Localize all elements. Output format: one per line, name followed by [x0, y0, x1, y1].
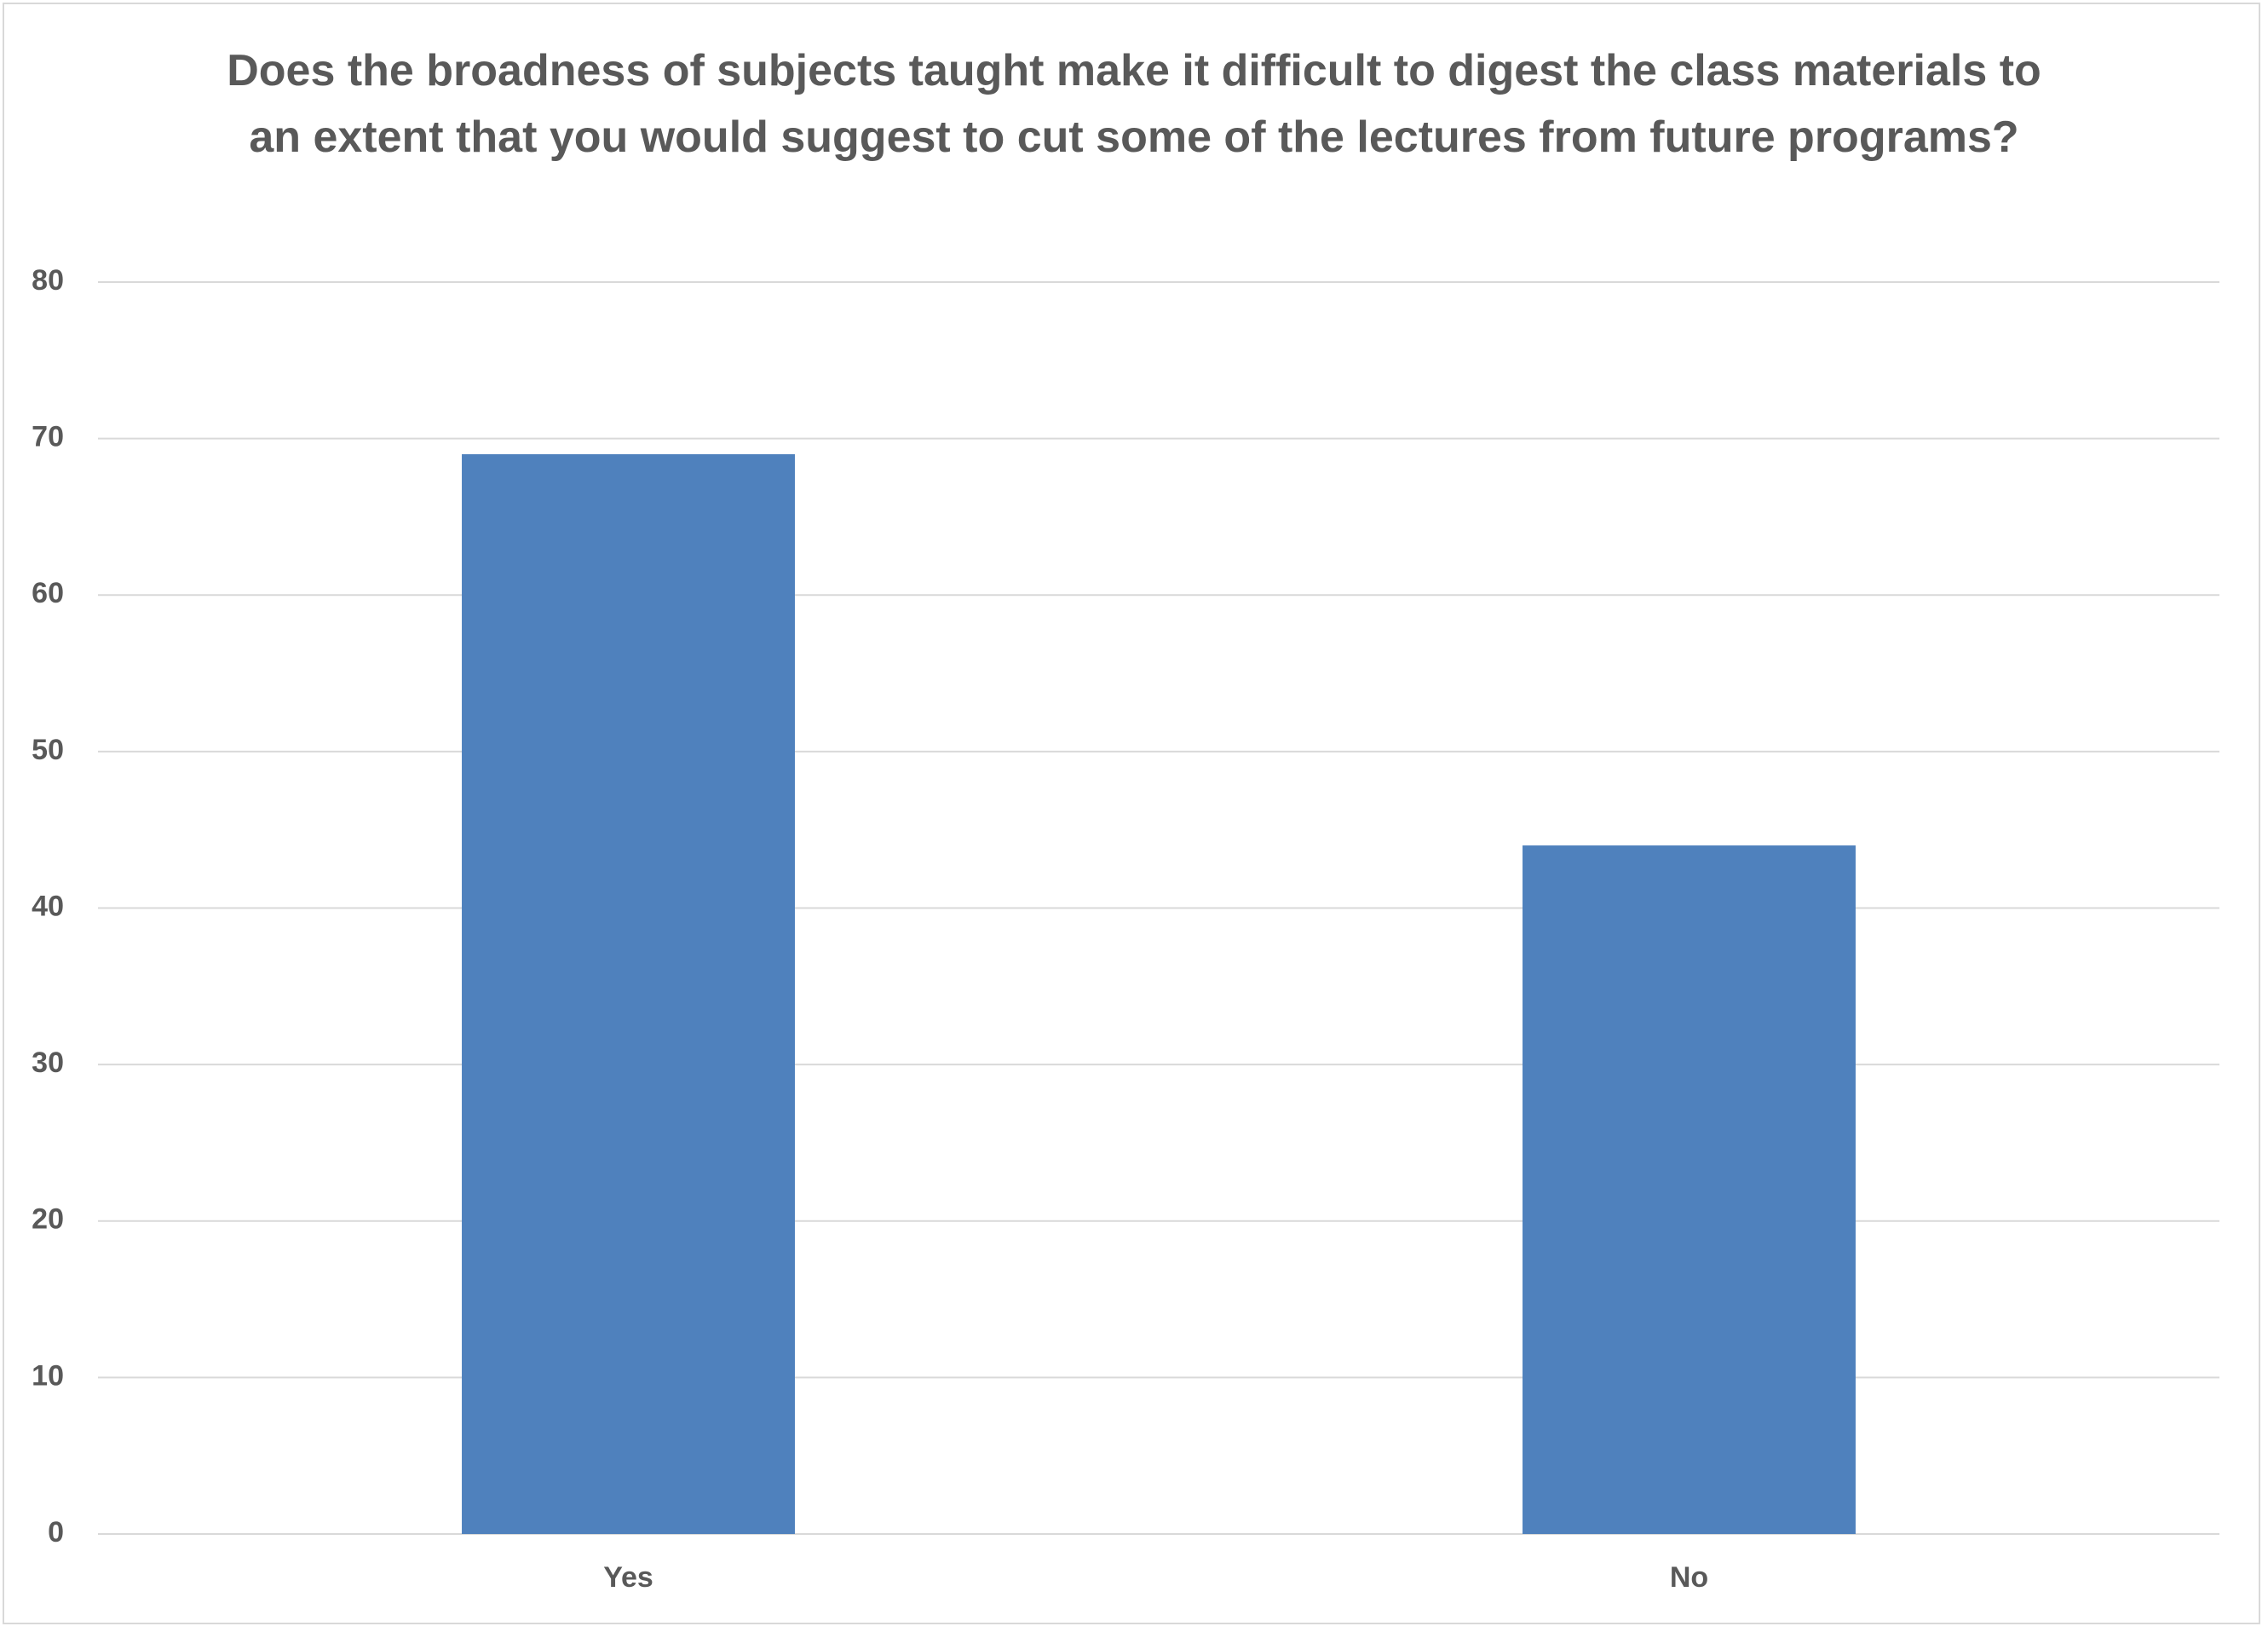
y-tick-label: 0 [48, 1516, 64, 1548]
y-tick-label: 60 [32, 577, 64, 609]
bar [462, 453, 795, 1534]
chart-title: Does the broadness of subjects taught ma… [227, 46, 2041, 162]
y-tick-label: 20 [32, 1203, 64, 1236]
chart-frame [3, 3, 2260, 1624]
bar [1523, 845, 1856, 1534]
y-tick-label: 10 [32, 1359, 64, 1392]
y-tick-label: 70 [32, 421, 64, 453]
y-tick-label: 40 [32, 890, 64, 922]
y-tick-label: 80 [32, 264, 64, 297]
x-tick-label: Yes [603, 1561, 653, 1594]
x-tick-label: No [1670, 1561, 1708, 1594]
y-tick-label: 50 [32, 734, 64, 766]
y-tick-label: 30 [32, 1047, 64, 1079]
